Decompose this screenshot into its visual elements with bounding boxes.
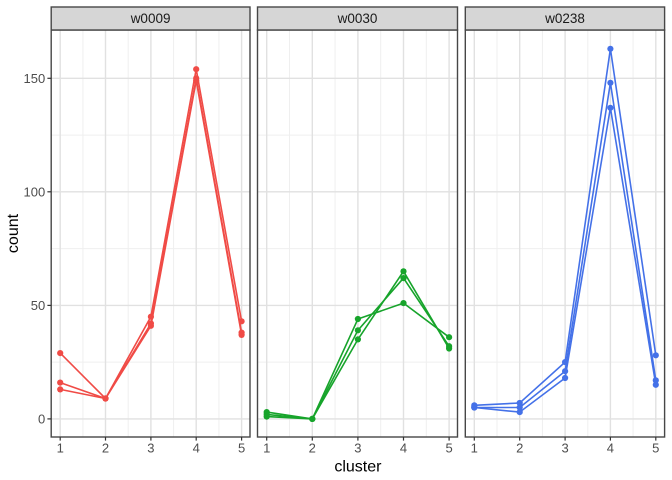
svg-text:4: 4 bbox=[193, 441, 200, 456]
svg-text:100: 100 bbox=[23, 184, 45, 199]
svg-text:cluster: cluster bbox=[334, 459, 382, 476]
svg-text:150: 150 bbox=[23, 71, 45, 86]
svg-text:count: count bbox=[5, 213, 22, 253]
svg-text:4: 4 bbox=[607, 441, 614, 456]
svg-text:0: 0 bbox=[38, 412, 45, 427]
svg-text:2: 2 bbox=[516, 441, 523, 456]
svg-text:w0238: w0238 bbox=[544, 11, 585, 26]
svg-text:5: 5 bbox=[445, 441, 452, 456]
svg-text:1: 1 bbox=[471, 441, 478, 456]
svg-text:3: 3 bbox=[147, 441, 154, 456]
svg-text:1: 1 bbox=[263, 441, 270, 456]
svg-text:5: 5 bbox=[238, 441, 245, 456]
svg-text:2: 2 bbox=[102, 441, 109, 456]
svg-text:5: 5 bbox=[652, 441, 659, 456]
svg-text:w0030: w0030 bbox=[337, 11, 378, 26]
svg-text:50: 50 bbox=[31, 298, 45, 313]
svg-text:4: 4 bbox=[400, 441, 407, 456]
svg-text:1: 1 bbox=[57, 441, 64, 456]
svg-text:3: 3 bbox=[354, 441, 361, 456]
svg-text:w0009: w0009 bbox=[130, 11, 171, 26]
svg-text:3: 3 bbox=[561, 441, 568, 456]
svg-text:2: 2 bbox=[309, 441, 316, 456]
